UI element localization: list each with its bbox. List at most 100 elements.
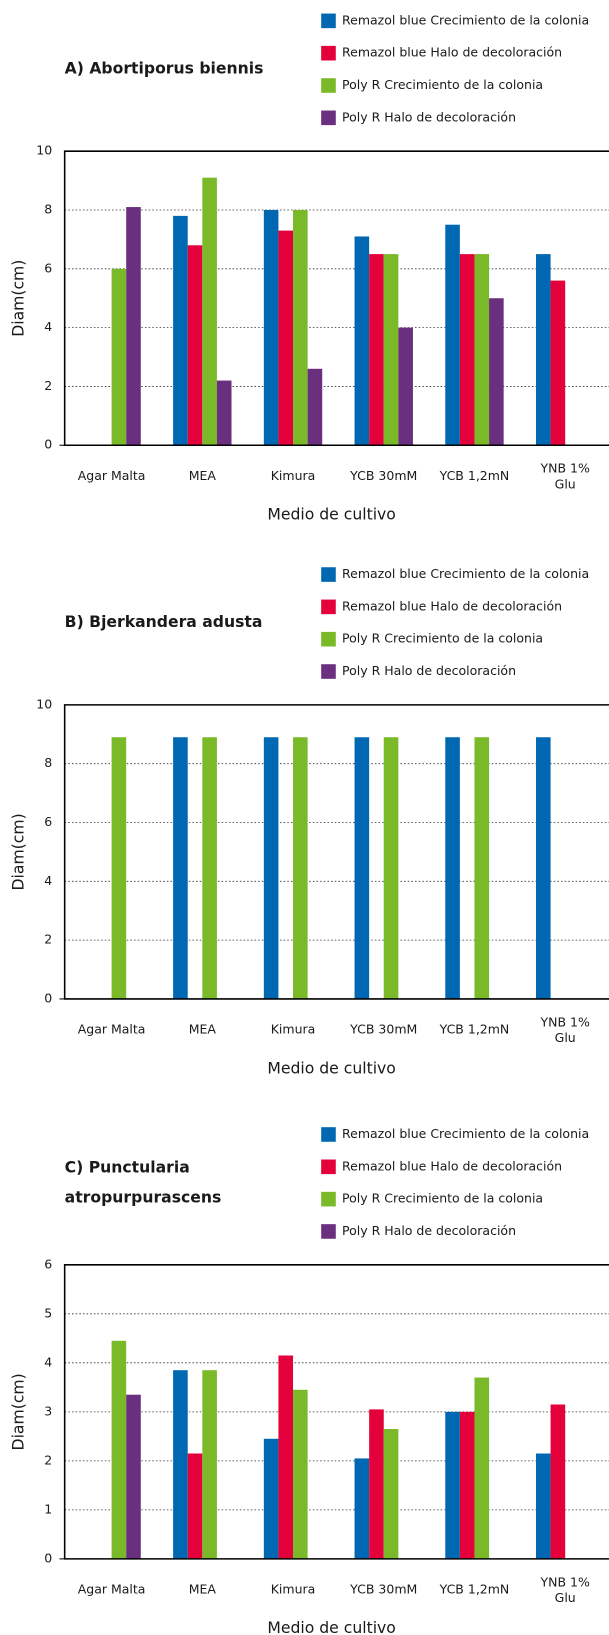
bar	[293, 210, 308, 446]
plot-frame	[63, 1264, 609, 1560]
bar	[383, 254, 399, 446]
bar	[307, 368, 323, 446]
bar	[445, 737, 460, 999]
x-tick-label: YCB 30mM	[349, 1022, 417, 1037]
bar	[263, 1438, 279, 1559]
x-tick-label: YNB 1% Glu	[539, 1014, 589, 1045]
legend-label: Poly R Crecimiento de la colonia	[342, 1191, 543, 1206]
y-tick-label: 10	[36, 143, 52, 158]
y-tick-label: 0	[44, 990, 52, 1005]
x-tick-label: Agar Malta	[78, 468, 146, 483]
bar	[535, 737, 551, 999]
y-tick-label: 2	[44, 378, 52, 393]
y-tick-label: 6	[44, 814, 52, 829]
bar	[293, 737, 308, 999]
y-tick-label: 4	[44, 873, 52, 888]
legend-label: Poly R Crecimiento de la colonia	[342, 77, 543, 92]
y-tick-label: 6	[44, 260, 52, 275]
legend-swatch	[321, 45, 336, 61]
legend-swatch	[321, 1224, 336, 1239]
legend-swatch	[321, 631, 336, 647]
y-tick-label: 8	[44, 755, 52, 770]
bar	[354, 1458, 370, 1559]
bar	[111, 1340, 127, 1559]
y-tick-label: 2	[44, 1452, 52, 1467]
bar	[111, 268, 127, 446]
y-tick-label: 10	[36, 696, 52, 711]
y-axis-label: Diam(cm)	[8, 260, 27, 337]
bar	[173, 737, 188, 999]
bar	[187, 1453, 203, 1559]
bar	[474, 737, 490, 999]
legend-label: Poly R Crecimiento de la colonia	[342, 631, 543, 646]
legend-swatch	[321, 599, 336, 615]
legend-label: Poly R Halo de decoloración	[342, 663, 516, 678]
x-tick-label: Kimura	[271, 1022, 316, 1037]
plot-frame	[63, 150, 609, 447]
x-axis-label: Medio de cultivo	[267, 505, 396, 524]
plot-frame	[63, 704, 609, 1000]
y-tick-label: 0	[44, 1550, 52, 1565]
y-tick-label: 0	[44, 437, 52, 452]
bar	[550, 280, 566, 446]
x-tick-label: YCB 1,2mN	[439, 468, 510, 483]
bar	[459, 1411, 475, 1559]
bar	[445, 1411, 460, 1559]
x-tick-label: YCB 1,2mN	[439, 1022, 510, 1037]
x-tick-label: Kimura	[271, 468, 316, 483]
legend-swatch	[321, 110, 336, 126]
bar	[173, 1370, 188, 1559]
chart-title: A) Abortiporus biennis	[65, 58, 264, 77]
x-tick-label: YCB 30mM	[349, 468, 417, 483]
bar	[126, 1394, 141, 1559]
bar	[278, 230, 294, 446]
x-tick-label: MEA	[189, 468, 217, 483]
bar	[278, 1355, 294, 1559]
legend-swatch	[321, 78, 336, 93]
bar	[474, 1377, 490, 1559]
bar	[354, 737, 370, 999]
chart-title: B) Bjerkandera adusta	[65, 612, 263, 631]
legend-swatch	[321, 567, 336, 582]
legend-label: Remazol blue Halo de decoloración	[342, 598, 562, 613]
legend-swatch	[321, 13, 336, 29]
y-tick-label: 5	[44, 1305, 52, 1320]
chart-title: C) Punctularia atropurpurascens	[65, 1157, 222, 1206]
bar	[187, 245, 203, 446]
x-tick-label: YCB 1,2mN	[439, 1582, 510, 1597]
x-tick-label: YNB 1% Glu	[539, 460, 589, 491]
bar	[369, 254, 384, 446]
legend-label: Remazol blue Crecimiento de la colonia	[342, 12, 589, 27]
y-axis-label: Diam(cm)	[8, 813, 27, 890]
y-tick-label: 4	[44, 319, 52, 334]
legend-label: Remazol blue Halo de decoloración	[342, 1158, 562, 1173]
x-tick-label: MEA	[189, 1582, 217, 1597]
x-axis-label: Medio de cultivo	[267, 1058, 396, 1077]
y-tick-label: 3	[44, 1403, 52, 1418]
legend-label: Remazol blue Crecimiento de la colonia	[342, 1126, 589, 1141]
bar	[173, 215, 188, 446]
bar	[383, 737, 399, 999]
y-tick-label: 8	[44, 202, 52, 217]
bar	[474, 254, 490, 446]
y-tick-label: 6	[44, 1256, 52, 1271]
bar	[293, 1389, 308, 1559]
bar	[489, 298, 504, 446]
y-tick-label: 2	[44, 932, 52, 947]
y-axis-label: Diam(cm)	[8, 1373, 27, 1450]
bar	[126, 207, 141, 446]
legend-swatch	[321, 1159, 336, 1175]
x-tick-label: YNB 1% Glu	[539, 1574, 589, 1605]
bar	[535, 1453, 551, 1559]
x-axis-label: Medio de cultivo	[267, 1618, 396, 1635]
legend-label: Poly R Halo de decoloración	[342, 1223, 516, 1238]
bar	[263, 210, 279, 446]
x-tick-label: YCB 30mM	[349, 1582, 417, 1597]
x-tick-label: Agar Malta	[78, 1582, 146, 1597]
bar	[383, 1429, 399, 1559]
bar	[550, 1404, 566, 1559]
bar	[202, 1370, 217, 1559]
y-tick-label: 4	[44, 1354, 52, 1369]
